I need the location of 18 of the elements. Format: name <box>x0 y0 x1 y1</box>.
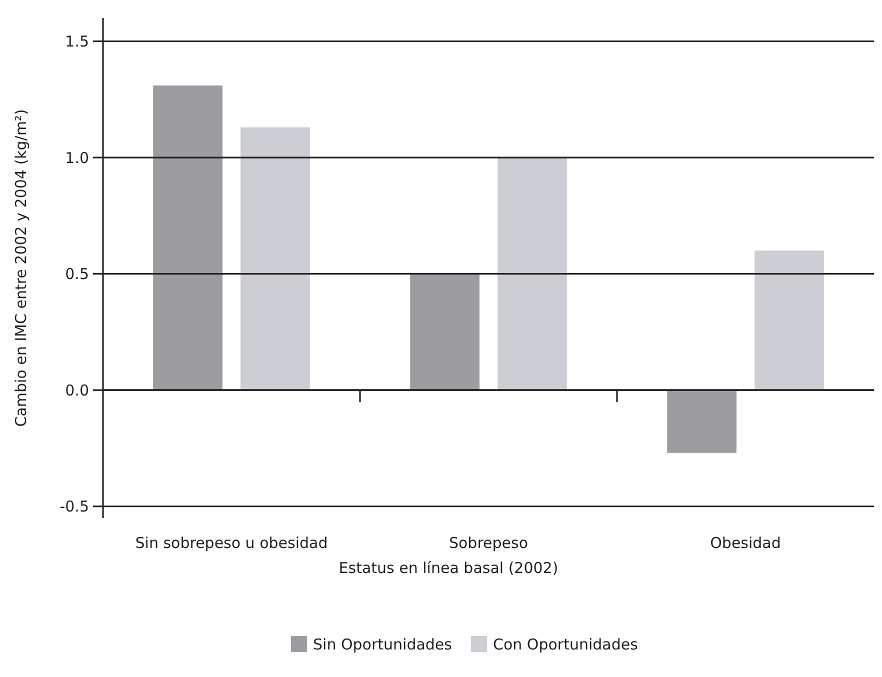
bar <box>754 250 824 390</box>
y-tick-label: -0.5 <box>60 498 89 516</box>
y-tick-label: 1.0 <box>65 148 89 167</box>
y-tick-label: 0.5 <box>65 265 89 284</box>
bar <box>240 127 310 390</box>
y-tick-label: 0.0 <box>65 381 89 400</box>
y-tick-label: 1.5 <box>65 32 89 51</box>
legend-label: Sin Oportunidades <box>313 635 452 654</box>
x-axis-title: Estatus en línea basal (2002) <box>338 559 558 577</box>
legend-label: Con Oportunidades <box>493 635 638 654</box>
bar <box>410 274 480 390</box>
bar <box>497 158 567 390</box>
y-axis-title: Cambio en IMC entre 2002 y 2004 (kg/m²) <box>12 109 30 427</box>
bar <box>153 85 223 390</box>
x-tick-label: Obesidad <box>710 534 781 552</box>
bar <box>667 390 737 453</box>
x-tick-label: Sobrepeso <box>448 534 528 552</box>
x-tick-label: Sin sobrepeso u obesidad <box>135 534 328 552</box>
